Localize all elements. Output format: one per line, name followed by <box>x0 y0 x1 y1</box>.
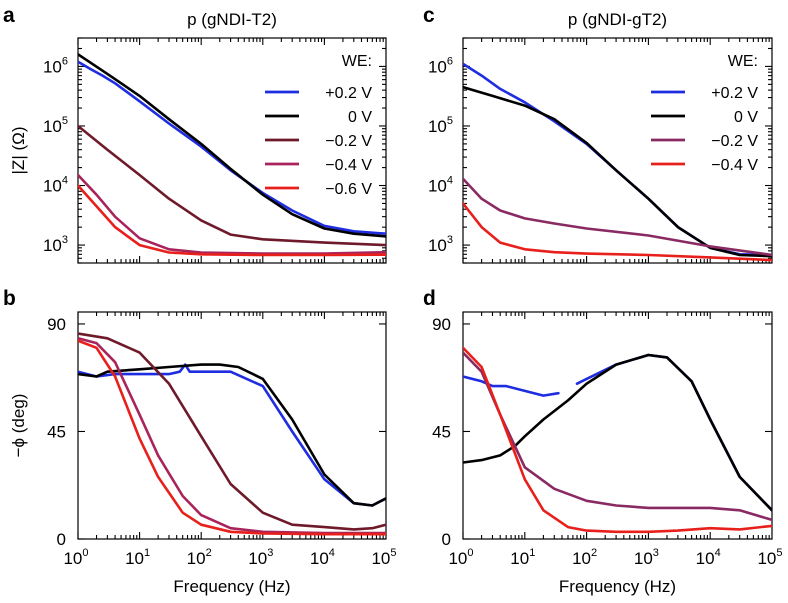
series-line--0-4-V <box>78 173 386 255</box>
series-group <box>463 62 772 262</box>
x-tick-label: 100 <box>63 547 88 568</box>
legend: WE: +0.2 V 0 V −0.2 V −0.4 V <box>651 53 758 174</box>
y-tick-label: 104 <box>43 175 68 196</box>
y-tick-label: 90 <box>432 315 451 334</box>
y-ticks <box>463 37 772 264</box>
series-line--0-4-V <box>463 346 772 534</box>
panel-letter: a <box>3 4 15 27</box>
y-tick-label: 45 <box>432 422 451 441</box>
plot-frame <box>77 311 387 540</box>
x-tick-label: 101 <box>510 547 535 568</box>
series-line--0-6-V <box>78 339 386 536</box>
legend-label: +0.2 V <box>325 85 372 102</box>
x-tick-label: 103 <box>634 547 659 568</box>
legend-label: 0 V <box>734 109 758 126</box>
series-line--0-2-V <box>78 363 386 507</box>
y-tick-label: 0 <box>57 530 66 549</box>
panel-a: a p (gNDI-T2) 103 104 105 106 |Z| (Ω) WE: +0.2 V… <box>3 4 387 264</box>
y-tick-label: 103 <box>43 234 68 255</box>
panel-letter: c <box>423 4 435 27</box>
series-line--0-2-V <box>78 60 386 235</box>
series-line--0-6-V <box>78 184 386 257</box>
series-group <box>463 346 772 534</box>
legend-label: −0.6 V <box>325 181 372 198</box>
y-tick-label: 106 <box>428 55 453 76</box>
legend-title: WE: <box>728 53 758 70</box>
y-tick-label: 0 <box>442 530 451 549</box>
panel-letter: b <box>3 287 16 310</box>
legend-label: +0.2 V <box>711 85 758 102</box>
y-axis-label: −ϕ (deg) <box>9 394 28 458</box>
x-tick-label: 101 <box>125 547 150 568</box>
y-axis-label: |Z| (Ω) <box>9 127 28 175</box>
series-line--0-4-V <box>463 202 772 262</box>
x-ticks <box>77 312 384 539</box>
plot-frame <box>77 37 387 264</box>
x-ticks <box>77 38 384 263</box>
y-tick-label: 103 <box>428 234 453 255</box>
series-line--0-2-V <box>463 177 772 257</box>
x-tick-label: 104 <box>310 547 335 568</box>
y-tick-label: 90 <box>47 315 66 334</box>
legend-label: −0.4 V <box>711 157 758 174</box>
legend: WE: +0.2 V 0 V −0.2 V −0.4 V −0.6 V <box>265 53 372 198</box>
x-axis-label: Frequency (Hz) <box>173 577 290 596</box>
series-line--0-2-V <box>78 124 386 247</box>
y-ticks <box>463 323 772 540</box>
y-tick-label: 106 <box>43 55 68 76</box>
series-line--0-2-V <box>575 353 772 512</box>
legend-label: −0.2 V <box>711 133 758 150</box>
x-axis-label: Frequency (Hz) <box>559 577 676 596</box>
panel-d: d 100 101 102 103 104 105 0 45 90 Frequency (Hz) <box>423 287 783 596</box>
x-tick-label: 102 <box>572 547 597 568</box>
x-tick-label: 105 <box>757 547 782 568</box>
x-tick-label: 100 <box>448 547 473 568</box>
y-ticks <box>78 323 386 540</box>
series-line--0-4-V <box>78 337 386 535</box>
panel-letter: d <box>423 287 436 310</box>
x-ticks <box>462 38 770 263</box>
plot-frame <box>462 37 773 264</box>
series-line-0-V <box>78 53 386 238</box>
legend-label: −0.2 V <box>325 133 372 150</box>
x-tick-label: 104 <box>696 547 721 568</box>
y-tick-label: 105 <box>43 115 68 136</box>
y-tick-label: 104 <box>428 175 453 196</box>
legend-label: 0 V <box>348 109 372 126</box>
x-tick-label: 102 <box>187 547 212 568</box>
series-group <box>78 332 386 536</box>
plot-frame <box>462 311 773 540</box>
legend-title: WE: <box>342 53 372 70</box>
series-line-0-V <box>463 353 772 512</box>
panel-title: p (gNDI-gT2) <box>568 10 667 29</box>
x-tick-label: 103 <box>248 547 273 568</box>
series-group <box>78 53 386 257</box>
panel-c: c p (gNDI-gT2) 103 104 105 106 WE: +0.2 V 0 V −0.… <box>423 4 773 264</box>
series-line--0-2-V <box>78 332 386 531</box>
x-ticks <box>462 312 770 539</box>
y-tick-label: 105 <box>428 115 453 136</box>
y-tick-label: 45 <box>47 422 66 441</box>
series-line-0-V <box>463 85 772 258</box>
legend-label: −0.4 V <box>325 157 372 174</box>
series-line--0-2-V <box>463 375 560 397</box>
panel-title: p (gNDI-T2) <box>187 10 277 29</box>
panel-b: b 100 101 102 103 104 105 0 45 90 −ϕ (deg) Frequenc… <box>3 287 397 596</box>
x-tick-label: 105 <box>371 547 396 568</box>
